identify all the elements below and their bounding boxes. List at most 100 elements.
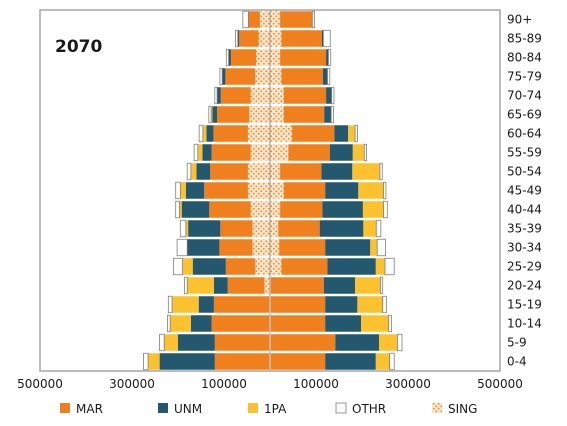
bar-1pa-right-40-44 (362, 201, 384, 218)
bar-mar-right-55-59 (288, 144, 330, 161)
bar-1pa-left-50-54 (190, 163, 197, 180)
bar-1pa-left-25-29 (182, 258, 193, 275)
bar-unm-right-85-89 (321, 30, 324, 47)
bar-othr-left-45-49 (175, 181, 181, 200)
bar-othr-right-35-39 (375, 219, 382, 238)
bar-othr-left-10-14 (167, 314, 171, 333)
bar-1pa-left-55-59 (197, 144, 203, 161)
age-label-90+: 90+ (507, 13, 532, 27)
bar-mar-right-60-64 (292, 125, 335, 142)
bar-othr-right-15-19 (382, 295, 387, 314)
age-label-20-24: 20-24 (507, 279, 542, 293)
bar-unm-right-75-79 (322, 68, 328, 85)
bar-mar-left-0-4 (214, 353, 270, 370)
bar-mar-right-90+ (280, 11, 313, 28)
bar-othr-left-0-4 (143, 352, 149, 371)
bar-unm-right-10-14 (325, 315, 362, 332)
bar-1pa-right-25-29 (375, 258, 385, 275)
bar-sing-left-45-49 (247, 182, 270, 199)
age-label-35-39: 35-39 (507, 222, 542, 236)
bar-1pa-right-30-34 (370, 239, 378, 256)
bar-sing-left-35-39 (252, 220, 270, 237)
bar-unm-left-15-19 (198, 296, 214, 313)
bar-sing-right-40-44 (270, 201, 281, 218)
bar-unm-right-15-19 (325, 296, 358, 313)
bar-mar-right-80-84 (280, 49, 327, 66)
age-label-45-49: 45-49 (507, 184, 542, 198)
x-tick-2: 100000 (201, 377, 247, 391)
bar-sing-left-65-69 (249, 106, 270, 123)
bar-sing-right-80-84 (270, 49, 281, 66)
bar-othr-left-85-89 (235, 29, 239, 48)
bar-unm-right-65-69 (324, 106, 332, 123)
legend-label-othr: OTHR (352, 402, 386, 416)
bar-othr-right-85-89 (322, 29, 331, 48)
age-label-70-74: 70-74 (507, 89, 542, 103)
bar-mar-left-60-64 (213, 125, 248, 142)
bar-mar-left-25-29 (225, 258, 256, 275)
bar-mar-right-45-49 (283, 182, 326, 199)
bar-mar-right-0-4 (270, 353, 326, 370)
age-label-60-64: 60-64 (507, 127, 542, 141)
bar-1pa-left-15-19 (172, 296, 199, 313)
bar-1pa-right-55-59 (352, 144, 365, 161)
bar-mar-left-30-34 (219, 239, 253, 256)
bar-sing-left-40-44 (250, 201, 270, 218)
bar-sing-right-55-59 (270, 144, 289, 161)
x-tick-4: 300000 (385, 377, 431, 391)
legend-swatch-1pa (248, 403, 258, 413)
bar-1pa-right-60-64 (348, 125, 356, 142)
bar-unm-right-35-39 (319, 220, 364, 237)
bar-unm-left-45-49 (185, 182, 205, 199)
bar-mar-left-80-84 (230, 49, 257, 66)
bar-unm-left-40-44 (181, 201, 210, 218)
bar-othr-left-75-79 (219, 67, 223, 86)
bar-sing-left-80-84 (256, 49, 270, 66)
bar-sing-left-70-74 (250, 87, 270, 104)
bar-unm-left-25-29 (192, 258, 226, 275)
age-label-75-79: 75-79 (507, 70, 542, 84)
bar-othr-left-15-19 (167, 295, 173, 314)
bar-mar-right-25-29 (281, 258, 328, 275)
bar-mar-left-20-24 (227, 277, 265, 294)
bar-unm-left-55-59 (202, 144, 212, 161)
bar-othr-left-60-64 (198, 124, 204, 143)
bar-1pa-left-65-69 (211, 106, 213, 123)
bar-othr-left-90+ (242, 10, 249, 29)
legend-label-1pa: 1PA (264, 402, 287, 416)
bar-1pa-right-0-4 (375, 353, 390, 370)
bar-othr-left-30-34 (176, 238, 188, 257)
bar-othr-right-80-84 (328, 48, 332, 67)
legend-label-unm: UNM (174, 402, 202, 416)
bar-mar-right-40-44 (280, 201, 323, 218)
bar-othr-right-25-29 (384, 257, 395, 276)
bar-sing-right-45-49 (270, 182, 284, 199)
bar-unm-left-50-54 (196, 163, 211, 180)
bar-othr-right-40-44 (383, 200, 388, 219)
bar-sing-left-60-64 (247, 125, 270, 142)
bar-unm-right-80-84 (326, 49, 329, 66)
x-tick-1: 300000 (109, 377, 155, 391)
bar-othr-left-25-29 (172, 257, 183, 276)
bar-mar-right-50-54 (280, 163, 322, 180)
bar-1pa-left-5-9 (164, 334, 178, 351)
bar-sing-right-50-54 (270, 163, 281, 180)
age-label-55-59: 55-59 (507, 146, 542, 160)
bar-sing-right-90+ (270, 11, 281, 28)
bar-unm-left-70-74 (217, 87, 221, 104)
bar-unm-right-30-34 (325, 239, 371, 256)
bar-mar-right-15-19 (270, 296, 326, 313)
legend-swatch-unm (158, 403, 168, 413)
bar-mar-left-45-49 (204, 182, 248, 199)
bar-unm-left-20-24 (213, 277, 228, 294)
bar-1pa-left-0-4 (148, 353, 160, 370)
bar-mar-left-35-39 (220, 220, 253, 237)
bar-unm-right-45-49 (325, 182, 359, 199)
bar-othr-right-5-9 (397, 333, 403, 352)
bar-unm-right-5-9 (335, 334, 380, 351)
legend-label-sing: SING (448, 402, 477, 416)
bar-othr-left-55-59 (193, 143, 199, 162)
bar-mar-left-65-69 (217, 106, 250, 123)
bar-mar-left-5-9 (214, 334, 270, 351)
